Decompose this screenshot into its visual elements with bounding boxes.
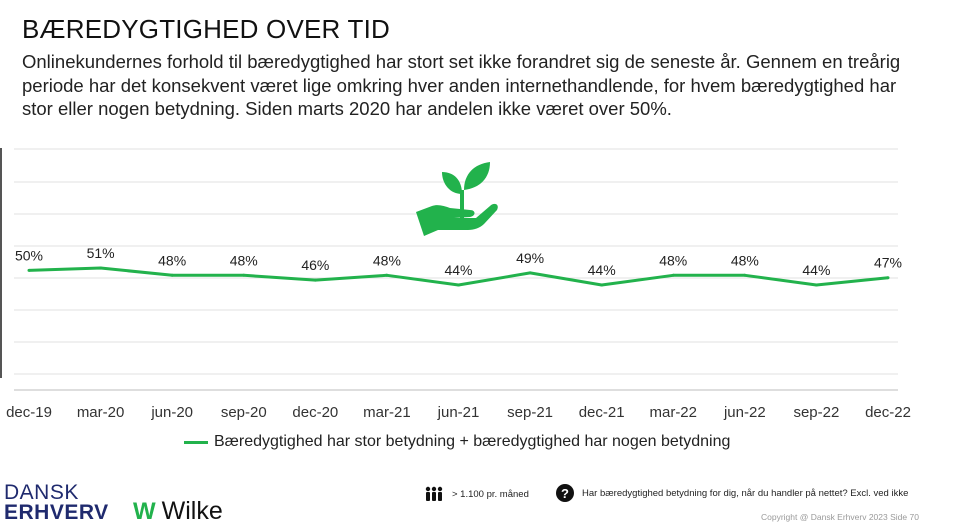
x-tick-label: dec-22 bbox=[865, 404, 911, 421]
chart-legend: Bæredygtighed har stor betydning + bæred… bbox=[184, 433, 730, 451]
people-icon bbox=[425, 486, 443, 501]
data-label: 51% bbox=[87, 245, 115, 261]
data-point bbox=[600, 283, 604, 287]
data-label: 48% bbox=[373, 252, 401, 268]
x-tick-label: sep-22 bbox=[793, 404, 839, 421]
data-label: 50% bbox=[15, 247, 43, 263]
x-tick-label: mar-21 bbox=[363, 404, 411, 421]
data-point bbox=[170, 273, 174, 277]
chart-series bbox=[27, 266, 890, 287]
data-point bbox=[385, 273, 389, 277]
chart-data-labels: 50% 51% 48% 48% 46% 48% 44% 49% 44% 48% 48% 44% 47% bbox=[15, 245, 902, 278]
sample-size-note: > 1.100 pr. måned bbox=[424, 486, 529, 502]
x-tick-label: jun-20 bbox=[150, 404, 193, 421]
data-point bbox=[27, 268, 31, 272]
plant-in-hand-icon bbox=[416, 162, 498, 236]
brand-line1: DANSK bbox=[4, 481, 79, 504]
data-point bbox=[528, 271, 532, 275]
x-tick-label: jun-21 bbox=[437, 404, 480, 421]
question-icon: ? bbox=[556, 484, 574, 502]
copyright-text: Copyright @ Dansk Erhverv 2023 Side 70 bbox=[761, 512, 919, 522]
x-tick-label: dec-21 bbox=[579, 404, 625, 421]
sample-size-text: > 1.100 pr. måned bbox=[452, 488, 529, 500]
data-label: 48% bbox=[731, 252, 759, 268]
data-label: 48% bbox=[230, 252, 258, 268]
data-label: 49% bbox=[516, 250, 544, 266]
wilke-mark: W bbox=[133, 497, 156, 525]
data-point bbox=[242, 273, 246, 277]
data-point bbox=[313, 278, 317, 282]
line-chart: 50% 51% 48% 48% 46% 48%44%49%44%48% 48%44% 47% … bbox=[6, 148, 911, 421]
x-tick-label: dec-19 bbox=[6, 404, 52, 421]
x-tick-label: jun-22 bbox=[723, 404, 766, 421]
data-label: 48% bbox=[659, 252, 687, 268]
legend-label: Bæredygtighed har stor betydning + bæred… bbox=[214, 433, 731, 450]
x-tick-label: mar-22 bbox=[649, 404, 697, 421]
data-point bbox=[743, 273, 747, 277]
data-label: 48% bbox=[158, 252, 186, 268]
x-tick-label: sep-21 bbox=[507, 404, 553, 421]
data-point bbox=[814, 283, 818, 287]
survey-question-note: ? Har bæredygtighed betydning for dig, n… bbox=[556, 484, 908, 502]
x-tick-label: sep-20 bbox=[221, 404, 267, 421]
x-tick-label: dec-20 bbox=[292, 404, 338, 421]
chart-x-axis: dec-19 mar-20 jun-20 sep-20 dec-20 mar-21 jun-… bbox=[6, 404, 911, 421]
x-tick-label: mar-20 bbox=[77, 404, 125, 421]
data-label: 44% bbox=[588, 262, 616, 278]
data-label: 44% bbox=[802, 262, 830, 278]
dansk-erhverv-logo: DANSK ERHVERV bbox=[4, 481, 109, 524]
data-label: 46% bbox=[301, 257, 329, 273]
data-label: 47% bbox=[874, 255, 902, 271]
data-point bbox=[457, 283, 460, 287]
wilke-logo: W Wilke bbox=[133, 497, 223, 526]
page-title: BÆREDYGTIGHED OVER TID bbox=[22, 14, 390, 44]
data-label: 44% bbox=[444, 262, 472, 278]
data-point bbox=[99, 266, 103, 270]
data-point bbox=[671, 273, 675, 277]
data-point bbox=[886, 276, 890, 280]
legend-swatch bbox=[184, 440, 208, 444]
page-subtitle: Onlinekundernes forhold til bæredygtighe… bbox=[22, 51, 901, 119]
brand-line2: ERHVERV bbox=[4, 501, 109, 524]
chart-gridlines bbox=[14, 148, 898, 391]
left-edge-rule bbox=[0, 148, 2, 378]
survey-question-text: Har bæredygtighed betydning for dig, når… bbox=[582, 487, 909, 499]
wilke-name: Wilke bbox=[161, 497, 223, 525]
